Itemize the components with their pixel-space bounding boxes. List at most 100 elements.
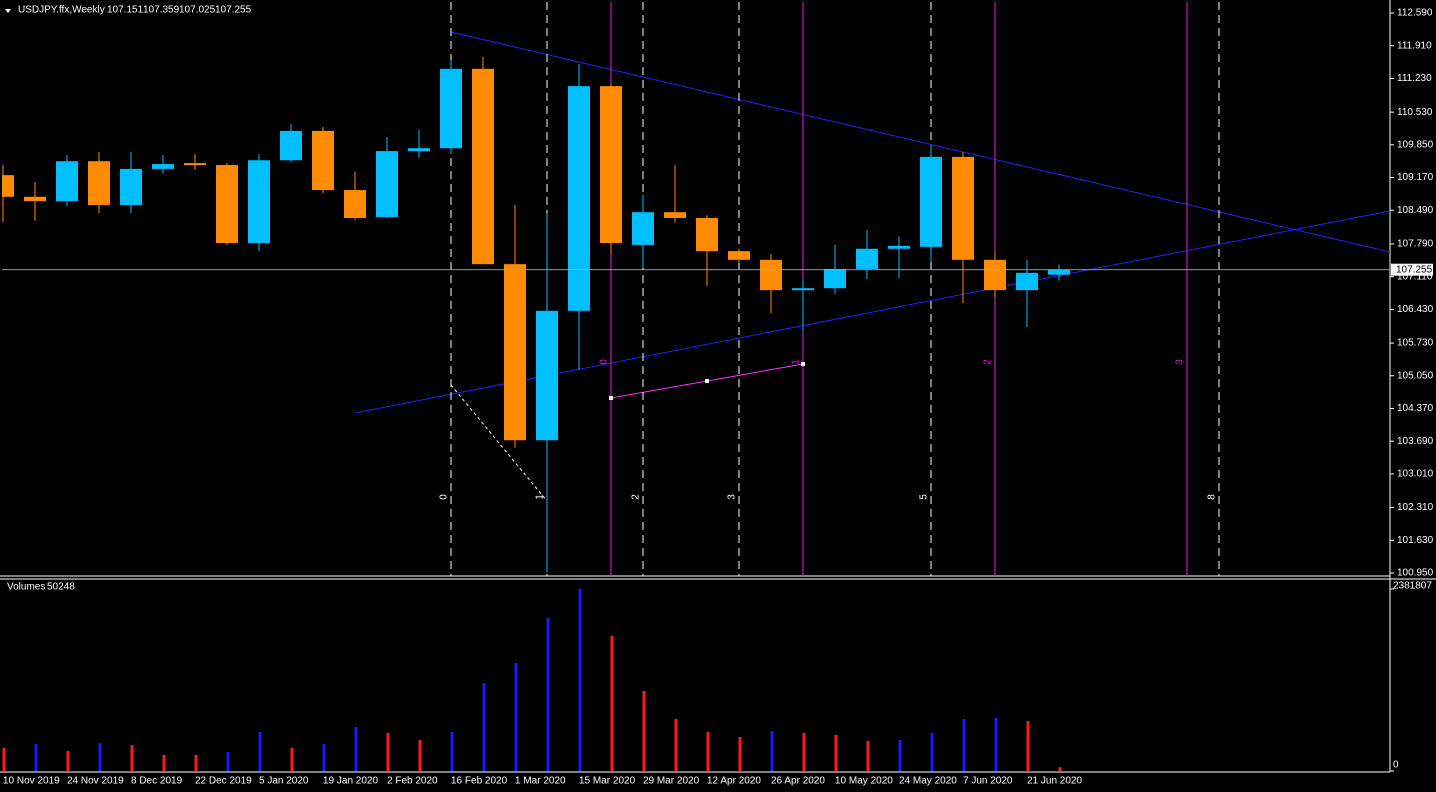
candle-body xyxy=(88,161,110,205)
trend-line xyxy=(450,31,1390,253)
x-tick-label: 2 Feb 2020 xyxy=(387,776,438,787)
candle-body xyxy=(56,161,78,202)
current-price-label: 107.255 xyxy=(1396,264,1433,275)
candle-body xyxy=(664,212,686,218)
y-tick-label: 110.530 xyxy=(1397,107,1433,118)
candle-body xyxy=(984,259,1006,291)
fib-time-label: 0 xyxy=(439,494,450,500)
y-tick-label: 2381807 xyxy=(1393,581,1432,592)
close-value: 107.255 xyxy=(215,5,252,16)
x-tick-label: 15 Mar 2020 xyxy=(579,776,636,787)
y-tick-label: 106.430 xyxy=(1397,304,1434,315)
candle-body xyxy=(184,163,206,166)
menu-arrow[interactable] xyxy=(5,9,11,13)
candle-body xyxy=(440,68,462,149)
y-tick-label: 107.110 xyxy=(1397,271,1433,282)
x-tick-label: 5 Jan 2020 xyxy=(259,776,309,787)
high-value: 107.359 xyxy=(143,5,180,16)
x-tick-label: 24 Nov 2019 xyxy=(67,776,124,787)
fib-time-label: 2 xyxy=(983,359,994,365)
y-tick-label: 105.730 xyxy=(1397,338,1434,349)
x-tick-label: 21 Jun 2020 xyxy=(1027,776,1082,787)
candle-body xyxy=(312,130,334,191)
trend-line xyxy=(354,210,1390,414)
candle-body xyxy=(504,264,526,441)
candle-body xyxy=(1016,272,1038,291)
volume-title: Volumes xyxy=(7,582,45,593)
y-tick-label: 109.850 xyxy=(1397,139,1434,150)
y-tick-label: 108.490 xyxy=(1397,205,1434,216)
x-tick-label: 10 Nov 2019 xyxy=(3,776,60,787)
fib-time-label: 3 xyxy=(1175,359,1186,365)
pitch-point xyxy=(801,362,805,366)
fib-time-label: 1 xyxy=(791,359,802,365)
current-price-box xyxy=(1391,263,1433,276)
candle-body xyxy=(472,68,494,265)
fib-time-label: 2 xyxy=(631,494,642,500)
candle-body xyxy=(344,190,366,218)
candle-body xyxy=(24,196,46,202)
y-tick-label: 101.630 xyxy=(1397,535,1434,546)
fib-time-label: 3 xyxy=(727,494,738,500)
candle-body xyxy=(280,130,302,161)
price-pane xyxy=(2,2,1390,576)
y-tick-label: 111.910 xyxy=(1397,40,1432,51)
candle-body xyxy=(568,86,590,311)
fib-time-label: 0 xyxy=(599,359,610,365)
y-tick-label: 103.010 xyxy=(1397,469,1434,480)
open-value: 107.151 xyxy=(107,5,144,16)
candle-body xyxy=(888,245,910,249)
x-tick-label: 7 Jun 2020 xyxy=(963,776,1013,787)
volume-current: 50248 xyxy=(47,582,75,593)
fib-time-label: 8 xyxy=(1207,494,1218,500)
symbol: USDJPY.ffx,Weekly xyxy=(18,5,105,16)
x-tick-label: 29 Mar 2020 xyxy=(643,776,700,787)
candle-body xyxy=(376,151,398,218)
pitch-point xyxy=(705,379,709,383)
x-tick-label: 8 Dec 2019 xyxy=(131,776,183,787)
candle-body xyxy=(120,168,142,205)
candle-body xyxy=(632,212,654,245)
candle-body xyxy=(536,310,558,441)
candle-body xyxy=(696,217,718,252)
fib-time-label: 5 xyxy=(919,494,930,500)
candle-body xyxy=(824,268,846,289)
y-tick-label: 112.590 xyxy=(1397,8,1433,19)
candle-body xyxy=(248,160,270,243)
x-tick-label: 12 Apr 2020 xyxy=(707,776,761,787)
y-tick-label: 111.230 xyxy=(1397,73,1432,84)
x-tick-label: 22 Dec 2019 xyxy=(195,776,252,787)
y-tick-label: 105.050 xyxy=(1397,370,1434,381)
y-tick-label: 102.310 xyxy=(1397,502,1434,513)
x-tick-label: 1 Mar 2020 xyxy=(515,776,566,787)
candle-body xyxy=(152,164,174,169)
fib-baseline xyxy=(450,384,548,502)
x-tick-label: 26 Apr 2020 xyxy=(771,776,825,787)
candle-body xyxy=(760,259,782,291)
candle-body xyxy=(728,251,750,260)
y-tick-label: 109.170 xyxy=(1397,172,1434,183)
x-tick-label: 16 Feb 2020 xyxy=(451,776,508,787)
y-tick-label: 104.370 xyxy=(1397,403,1434,414)
fib-time-label: 1 xyxy=(535,494,546,500)
candle-body xyxy=(216,165,238,243)
x-tick-label: 10 May 2020 xyxy=(835,776,893,787)
x-tick-label: 19 Jan 2020 xyxy=(323,776,378,787)
y-tick-label: 0 xyxy=(1393,760,1399,771)
y-tick-label: 103.690 xyxy=(1397,436,1434,447)
candle-body xyxy=(1048,269,1070,275)
candle-body xyxy=(920,156,942,247)
pitch-point xyxy=(609,396,613,400)
y-tick-label: 100.950 xyxy=(1397,568,1434,579)
y-tick-label: 107.790 xyxy=(1397,239,1434,250)
low-value: 107.025 xyxy=(179,5,216,16)
x-tick-label: 24 May 2020 xyxy=(899,776,957,787)
candle-body xyxy=(408,148,430,152)
candle-body xyxy=(2,175,14,197)
candle-body xyxy=(600,86,622,243)
candle-body xyxy=(792,288,814,291)
candle-body xyxy=(952,156,974,260)
